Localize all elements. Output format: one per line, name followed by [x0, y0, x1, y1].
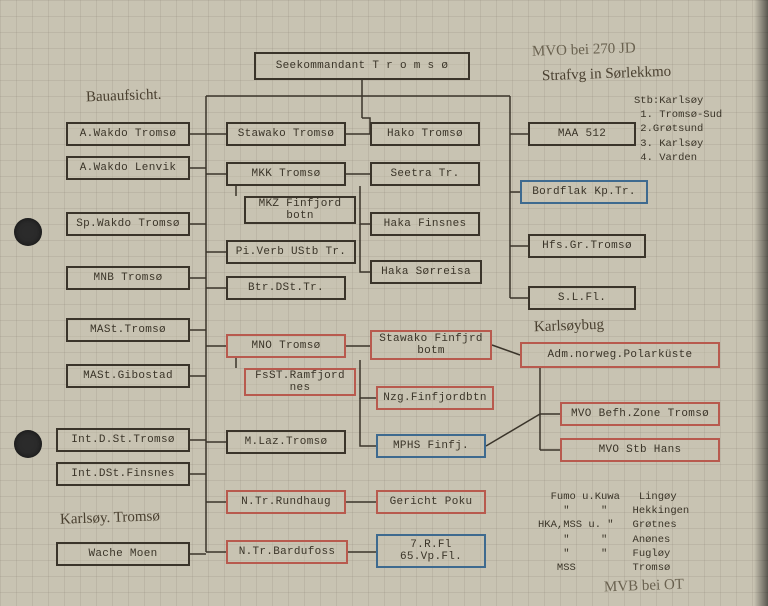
org-box-label: Int.DSt.Finsnes	[71, 468, 175, 480]
org-box-c1-3: Sp.Wakdo Tromsø	[66, 212, 190, 236]
org-box-label: 7.R.Fl65.Vp.Fl.	[400, 539, 462, 563]
org-box-label: Pi.Verb UStb Tr.	[236, 246, 346, 258]
org-box-label: Haka Sørreisa	[381, 266, 471, 278]
punch-hole	[14, 430, 42, 458]
org-box-label: Hako Tromsø	[387, 128, 463, 140]
org-box-label: Wache Moen	[88, 548, 157, 560]
org-box-label: Haka Finsnes	[384, 218, 467, 230]
org-box-c1-9: Wache Moen	[56, 542, 190, 566]
org-box-c1-4: MNB Tromsø	[66, 266, 190, 290]
org-box-label: MASt.Tromsø	[90, 324, 166, 336]
org-box-c3-9: 7.R.Fl65.Vp.Fl.	[376, 534, 486, 568]
org-box-c1-6: MASt.Gibostad	[66, 364, 190, 388]
hw-left-low: Karlsøy. Tromsø	[60, 508, 160, 528]
org-box-c4-6: MVO Befh.Zone Tromsø	[560, 402, 720, 426]
org-box-c2-4: Btr.DSt.Tr.	[226, 276, 346, 300]
org-box-label: Seetra Tr.	[390, 168, 459, 180]
org-box-label: N.Tr.Rundhaug	[241, 496, 331, 508]
org-box-c2-2b: MKZ Finfjordbotn	[244, 196, 356, 224]
note-stb: Stb:Karlsøy 1. Tromsø-Sud 2.Grøtsund 3. …	[634, 94, 722, 165]
org-box-label: Hfs.Gr.Tromsø	[542, 240, 632, 252]
org-box-label: Nzg.Finfjordbtn	[383, 392, 487, 404]
org-box-c3-4: Haka Sørreisa	[370, 260, 482, 284]
org-box-label: MVO Befh.Zone Tromsø	[571, 408, 709, 420]
org-box-label: Btr.DSt.Tr.	[248, 282, 324, 294]
org-box-c4-7: MVO Stb Hans	[560, 438, 720, 462]
org-box-c4-3: Hfs.Gr.Tromsø	[528, 234, 646, 258]
org-box-label: MAA 512	[558, 128, 606, 140]
org-box-c4-5: Adm.norweg.Polarküste	[520, 342, 720, 368]
org-box-label: Stawako Finfjrdbotm	[379, 333, 483, 357]
org-box-label: MPHS Finfj.	[393, 440, 469, 452]
org-box-root: Seekommandant T r o m s ø	[254, 52, 470, 80]
org-box-label: N.Tr.Bardufoss	[239, 546, 336, 558]
org-box-c4-1: MAA 512	[528, 122, 636, 146]
page-edge-shadow	[754, 0, 768, 606]
org-box-label: A.Wakdo Lenvik	[80, 162, 177, 174]
org-box-c1-7: Int.D.St.Tromsø	[56, 428, 190, 452]
punch-hole	[14, 218, 42, 246]
org-box-label: S.L.Fl.	[558, 292, 606, 304]
org-box-c3-6: Nzg.Finfjordbtn	[376, 386, 494, 410]
org-box-c1-8: Int.DSt.Finsnes	[56, 462, 190, 486]
org-box-label: Seekommandant T r o m s ø	[276, 60, 449, 72]
org-box-label: MKK Tromsø	[251, 168, 320, 180]
org-box-label: Gericht Poku	[390, 496, 473, 508]
org-box-label: FsST.Ramfjordnes	[255, 370, 345, 394]
org-box-c2-8: N.Tr.Bardufoss	[226, 540, 348, 564]
org-box-label: Sp.Wakdo Tromsø	[76, 218, 180, 230]
org-box-label: A.Wakdo Tromsø	[80, 128, 177, 140]
org-box-c4-4: S.L.Fl.	[528, 286, 636, 310]
org-box-c1-2: A.Wakdo Lenvik	[66, 156, 190, 180]
hw-top-right: MVO bei 270 JD	[532, 40, 636, 61]
org-box-label: MKZ Finfjordbotn	[259, 198, 342, 222]
org-box-c3-2: Seetra Tr.	[370, 162, 480, 186]
org-box-c2-5b: FsST.Ramfjordnes	[244, 368, 356, 396]
org-box-label: Int.D.St.Tromsø	[71, 434, 175, 446]
org-box-c3-3: Haka Finsnes	[370, 212, 480, 236]
org-box-c2-5: MNO Tromsø	[226, 334, 346, 358]
org-box-c2-2: MKK Tromsø	[226, 162, 346, 186]
hw-bot-right: MVB bei OT	[604, 577, 685, 597]
org-box-c2-1: Stawako Tromsø	[226, 122, 346, 146]
org-box-label: MNO Tromsø	[251, 340, 320, 352]
org-box-label: MASt.Gibostad	[83, 370, 173, 382]
org-box-c3-1: Hako Tromsø	[370, 122, 480, 146]
note-bottom: Fumo u.Kuwa Lingøy " " Hekkingen HKA,MSS…	[538, 490, 689, 575]
org-box-label: Bordflak Kp.Tr.	[532, 186, 636, 198]
org-box-c1-5: MASt.Tromsø	[66, 318, 190, 342]
hw-top-left: Bauaufsicht.	[86, 87, 162, 107]
org-box-c3-8: Gericht Poku	[376, 490, 486, 514]
org-box-c2-6: M.Laz.Tromsø	[226, 430, 346, 454]
org-box-label: M.Laz.Tromsø	[245, 436, 328, 448]
org-box-c2-3: Pi.Verb UStb Tr.	[226, 240, 356, 264]
org-box-label: Stawako Tromsø	[238, 128, 335, 140]
org-box-c4-2: Bordflak Kp.Tr.	[520, 180, 648, 204]
org-box-c2-7: N.Tr.Rundhaug	[226, 490, 346, 514]
org-box-label: MVO Stb Hans	[599, 444, 682, 456]
org-box-c3-5: Stawako Finfjrdbotm	[370, 330, 492, 360]
org-box-c1-1: A.Wakdo Tromsø	[66, 122, 190, 146]
org-box-label: Adm.norweg.Polarküste	[548, 349, 693, 361]
org-box-c3-7: MPHS Finfj.	[376, 434, 486, 458]
hw-mid-right: Karlsøybug	[534, 317, 605, 336]
org-box-label: MNB Tromsø	[93, 272, 162, 284]
